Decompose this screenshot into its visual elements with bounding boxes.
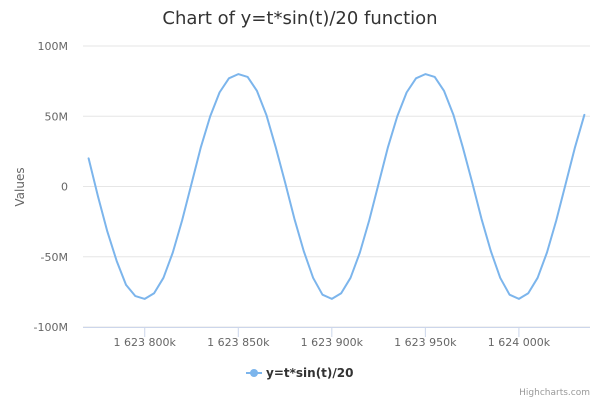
- data-point[interactable]: [235, 71, 241, 77]
- data-point[interactable]: [207, 113, 213, 119]
- x-tick-label: 1 623 950k: [394, 336, 457, 349]
- data-point[interactable]: [114, 258, 120, 264]
- gridlines: [83, 45, 590, 328]
- chart-title: Chart of y=t*sin(t)/20 function: [162, 8, 437, 29]
- data-point[interactable]: [170, 250, 176, 256]
- data-point[interactable]: [245, 74, 251, 80]
- data-point[interactable]: [338, 290, 344, 296]
- data-point[interactable]: [198, 144, 204, 150]
- legend-item-label[interactable]: y=t*sin(t)/20: [266, 366, 353, 380]
- y-tick-label: 100M: [38, 40, 69, 53]
- data-point[interactable]: [516, 296, 522, 302]
- data-point[interactable]: [394, 113, 400, 119]
- data-point[interactable]: [404, 89, 410, 95]
- data-point[interactable]: [319, 292, 325, 298]
- data-point[interactable]: [535, 275, 541, 281]
- data-point[interactable]: [282, 179, 288, 185]
- data-point[interactable]: [553, 217, 559, 223]
- y-axis: 100M 50M 0 -50M -100M: [34, 40, 68, 334]
- legend-marker: [250, 369, 258, 377]
- series-line[interactable]: [87, 73, 586, 300]
- data-point[interactable]: [497, 275, 503, 281]
- x-tick-label: 1 623 850k: [207, 336, 270, 349]
- data-point[interactable]: [189, 181, 195, 187]
- data-point[interactable]: [123, 282, 129, 288]
- data-point[interactable]: [160, 275, 166, 281]
- credits-link[interactable]: Highcharts.com: [519, 388, 590, 398]
- data-point[interactable]: [310, 275, 316, 281]
- data-point[interactable]: [329, 296, 335, 302]
- y-tick-label: -50M: [41, 251, 68, 264]
- data-point[interactable]: [488, 248, 494, 254]
- data-point[interactable]: [413, 75, 419, 81]
- y-axis-title: Values: [13, 167, 27, 206]
- data-point[interactable]: [581, 112, 587, 118]
- data-point[interactable]: [151, 290, 157, 296]
- y-tick-label: 50M: [45, 110, 69, 123]
- data-point[interactable]: [422, 71, 428, 77]
- data-point[interactable]: [348, 275, 354, 281]
- data-point[interactable]: [95, 193, 101, 199]
- data-point[interactable]: [179, 217, 185, 223]
- data-point[interactable]: [132, 293, 138, 299]
- data-point[interactable]: [366, 217, 372, 223]
- data-point[interactable]: [460, 144, 466, 150]
- x-tick-label: 1 623 900k: [301, 336, 364, 349]
- data-point[interactable]: [376, 181, 382, 187]
- data-point[interactable]: [263, 112, 269, 118]
- x-tick-label: 1 623 800k: [114, 336, 177, 349]
- x-tick-label: 1 624 000k: [488, 336, 551, 349]
- data-point[interactable]: [544, 250, 550, 256]
- data-point[interactable]: [572, 144, 578, 150]
- data-point[interactable]: [254, 88, 260, 94]
- x-axis: 1 623 800k 1 623 850k 1 623 900k 1 623 950k…: [83, 327, 590, 349]
- data-point[interactable]: [441, 88, 447, 94]
- data-point[interactable]: [525, 290, 531, 296]
- data-point[interactable]: [507, 292, 513, 298]
- series-group: [86, 71, 587, 302]
- data-point[interactable]: [226, 75, 232, 81]
- data-point[interactable]: [86, 155, 92, 161]
- legend[interactable]: y=t*sin(t)/20: [246, 366, 353, 380]
- data-point[interactable]: [217, 89, 223, 95]
- data-point[interactable]: [563, 181, 569, 187]
- data-point[interactable]: [301, 248, 307, 254]
- data-point[interactable]: [385, 144, 391, 150]
- data-point[interactable]: [273, 144, 279, 150]
- y-tick-label: 0: [61, 181, 68, 194]
- y-tick-label: -100M: [34, 321, 68, 334]
- data-point[interactable]: [142, 296, 148, 302]
- data-point[interactable]: [357, 250, 363, 256]
- data-point[interactable]: [432, 74, 438, 80]
- data-point[interactable]: [478, 216, 484, 222]
- data-point[interactable]: [104, 228, 110, 234]
- data-point[interactable]: [450, 112, 456, 118]
- data-point[interactable]: [291, 216, 297, 222]
- data-point[interactable]: [469, 179, 475, 185]
